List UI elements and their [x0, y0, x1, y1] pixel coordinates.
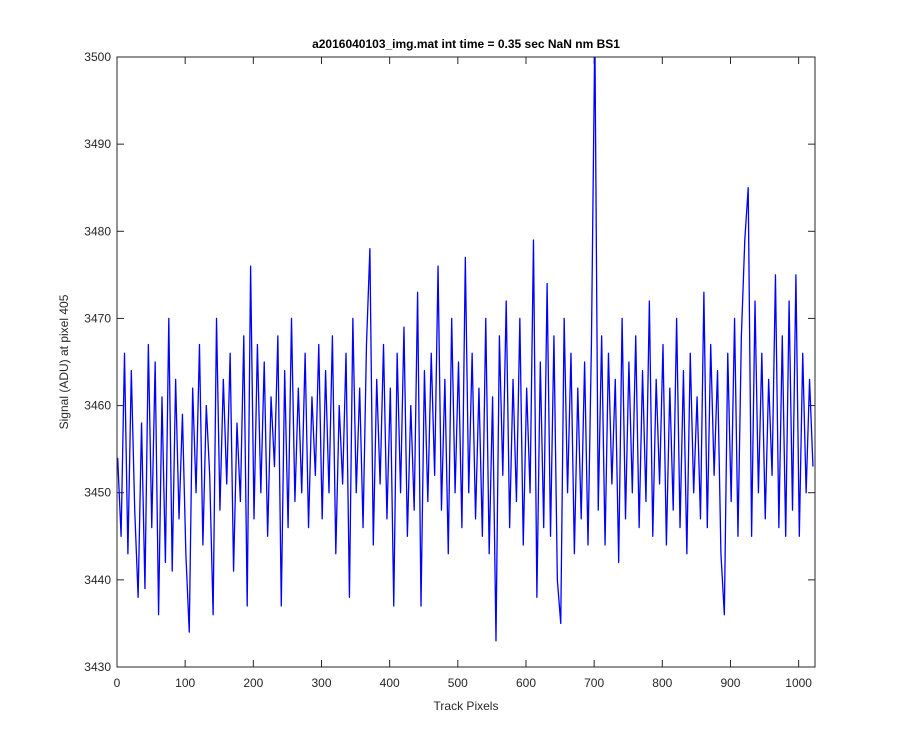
x-tick-label: 900 — [720, 676, 740, 690]
x-tick-label: 500 — [448, 676, 468, 690]
x-tick-label: 200 — [243, 676, 263, 690]
x-tick-label: 300 — [311, 676, 331, 690]
chart-title: a2016040103_img.mat int time = 0.35 sec … — [312, 37, 620, 51]
x-tick-label: 400 — [380, 676, 400, 690]
x-tick-label: 600 — [516, 676, 536, 690]
y-tick-label: 3460 — [84, 399, 111, 413]
y-tick-label: 3430 — [84, 660, 111, 674]
y-tick-label: 3500 — [84, 50, 111, 64]
y-axis-label: Signal (ADU) at pixel 405 — [57, 294, 71, 429]
y-tick-label: 3440 — [84, 573, 111, 587]
x-axis-label: Track Pixels — [434, 699, 499, 713]
plot-area — [117, 57, 814, 642]
axes-box — [116, 56, 816, 668]
x-tick-label: 800 — [652, 676, 672, 690]
x-tick-label: 0 — [114, 676, 121, 690]
y-tick-label: 3490 — [84, 137, 111, 151]
x-tick-label: 100 — [175, 676, 195, 690]
y-tick-label: 3470 — [84, 311, 111, 325]
x-tick-label: 700 — [584, 676, 604, 690]
y-tick-label: 3480 — [84, 224, 111, 238]
x-tick-label: 1000 — [785, 676, 812, 690]
data-line — [117, 57, 814, 642]
y-tick-label: 3450 — [84, 486, 111, 500]
